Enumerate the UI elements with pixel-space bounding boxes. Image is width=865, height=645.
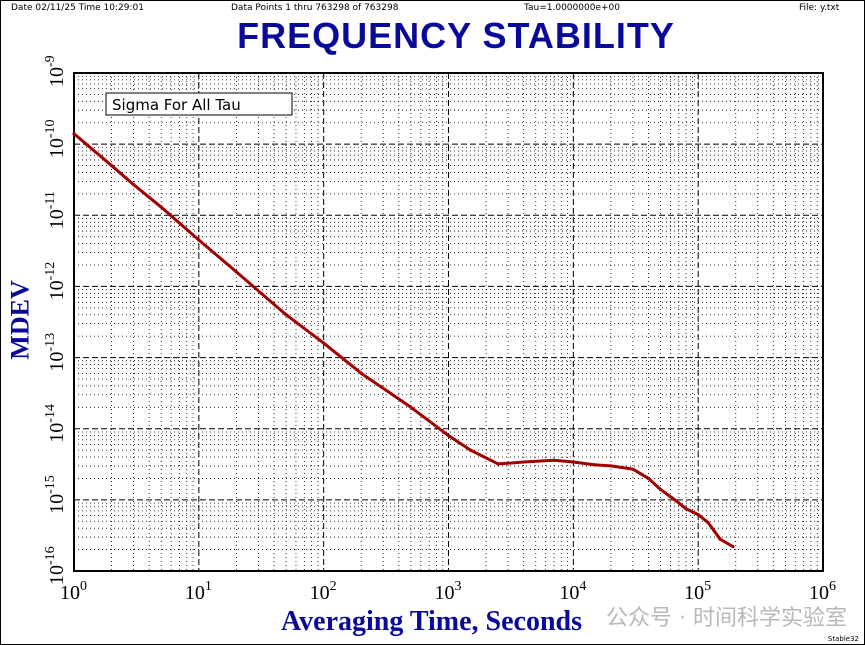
- data-point: [409, 405, 413, 409]
- data-point: [718, 537, 722, 541]
- data-point: [706, 520, 710, 525]
- data-point: [446, 434, 451, 438]
- plot-frame: [73, 72, 824, 572]
- header-file: File: y.txt: [799, 3, 840, 13]
- y-tick-label: 10-13: [43, 333, 68, 372]
- data-point: [552, 458, 556, 462]
- header-date: Date 02/11/25 Time 10:29:01: [11, 3, 144, 13]
- y-tick-label: 10-11: [43, 191, 68, 229]
- data-point: [322, 341, 326, 345]
- watermark: 公众号 · 时间科学实验室: [606, 606, 847, 631]
- header-tau: Tau=1.0000000e+00: [524, 3, 620, 13]
- data-point: [359, 371, 363, 375]
- data-point: [72, 132, 76, 136]
- data-point: [658, 487, 663, 492]
- data-point: [131, 182, 136, 187]
- x-tick-label: 106: [809, 579, 836, 604]
- data-point: [284, 313, 288, 317]
- data-point: [197, 238, 201, 242]
- y-tick-label: 10-9: [43, 55, 68, 87]
- x-axis-label: Averaging Time, Seconds: [281, 606, 583, 637]
- x-tick-label: 103: [435, 579, 462, 604]
- legend-box: [105, 92, 293, 116]
- header-points: Data Points 1 thru 763298 of 763298: [231, 3, 399, 13]
- chart-title: FREQUENCY STABILITY: [237, 15, 675, 56]
- series-line: [73, 132, 734, 548]
- data-point: [731, 545, 735, 549]
- data-point: [468, 448, 473, 452]
- legend-text: Sigma For All Tau: [112, 96, 241, 114]
- y-axis-label: MDEV: [5, 280, 35, 360]
- data-point: [496, 462, 500, 466]
- data-point: [609, 464, 613, 468]
- data-point: [234, 270, 239, 274]
- data-point: [646, 476, 651, 481]
- x-tick-label: 104: [559, 579, 586, 604]
- data-point: [631, 467, 635, 471]
- y-tick-label: 10-16: [43, 546, 68, 585]
- y-tick-label: 10-14: [43, 404, 68, 443]
- data-point: [522, 460, 526, 464]
- data-point: [593, 463, 597, 467]
- data-point: [109, 163, 114, 168]
- data-point: [696, 513, 700, 517]
- footer-label: Stable32: [827, 635, 859, 643]
- x-tick-label: 105: [684, 579, 711, 604]
- x-tick-label: 101: [185, 579, 212, 604]
- y-tick-label: 10-10: [43, 119, 68, 158]
- data-point: [673, 498, 677, 502]
- x-tick-label: 102: [310, 579, 337, 604]
- y-tick-label: 10-12: [43, 262, 68, 301]
- y-tick-label: 10-15: [43, 475, 68, 514]
- data-point: [684, 507, 688, 511]
- data-point: [159, 205, 163, 209]
- data-point: [571, 460, 575, 464]
